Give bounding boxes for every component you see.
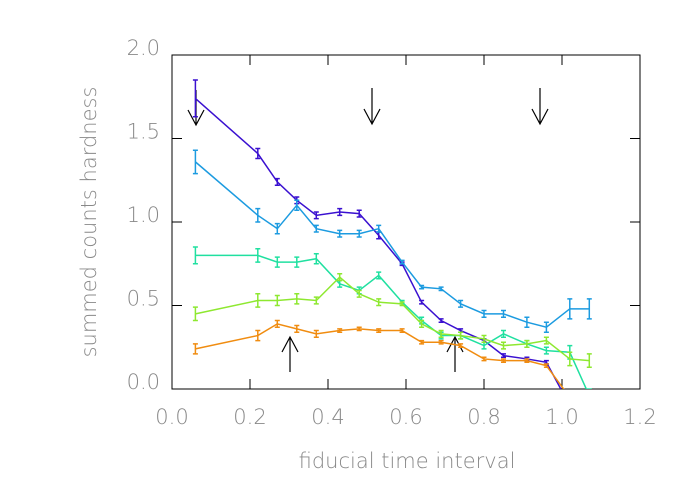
error-bar [586,298,592,320]
error-bar [501,309,506,318]
error-bar [567,298,573,320]
error-bar [419,339,425,345]
error-bar [192,246,198,265]
error-bar [255,329,261,342]
arrow-down [531,88,549,126]
x-tick-label: 0.8 [467,405,500,429]
error-bar [458,343,464,348]
error-bar [567,394,572,401]
error-bar [419,319,425,328]
error-bar [543,363,549,369]
error-bar [567,351,573,367]
error-bar [376,271,382,280]
error-bar [438,286,444,292]
error-bar [501,341,506,350]
error-bar [501,353,506,359]
error-bar [192,149,198,175]
error-bar [543,346,549,355]
series-line [194,97,562,389]
y-tick-label: 2.0 [127,36,160,60]
error-bar [586,353,592,369]
error-bar [524,316,530,328]
error-bar [192,79,198,118]
error-bar [337,328,343,333]
error-bar [501,329,506,338]
error-bar [313,252,319,265]
x-tick-label: 1.0 [545,405,578,429]
error-bar [376,298,382,307]
series-line [195,323,565,389]
error-bar [337,207,343,217]
error-bar [419,299,425,305]
error-bar [337,273,343,282]
error-bar [356,229,362,238]
y-tick-label: 0.0 [127,370,160,394]
error-bar [255,293,261,308]
error-bar [313,296,319,305]
series-line [195,254,588,389]
y-tick-label: 1.5 [127,120,160,144]
error-bar [313,329,319,338]
error-bar [543,321,549,333]
y-tick-label: 1.0 [127,203,160,227]
error-bar [399,259,405,265]
arrow-up [281,335,299,372]
error-bar [313,211,319,220]
y-tick-label: 0.5 [127,287,160,311]
arrow-down [363,88,381,126]
error-bar [438,318,444,323]
error-bar [255,147,261,160]
series-line [194,161,590,329]
error-bar [438,329,444,338]
error-bar [376,328,382,333]
error-bar [524,358,530,364]
x-tick-label: 0.6 [389,405,422,429]
error-bar [458,331,464,340]
error-bar [356,289,362,298]
error-bar [481,334,487,343]
error-bar [294,256,300,268]
error-bar [501,358,506,364]
error-bar [438,339,444,345]
error-bar [337,229,343,238]
plot-area [192,79,592,401]
error-bar [376,224,382,233]
error-bar [399,301,405,307]
error-bar [481,309,487,318]
x-tick-label: 0.4 [311,405,344,429]
error-bar [294,293,300,305]
error-bar [543,336,549,345]
error-bar [192,343,198,355]
series-line [195,276,590,362]
error-bar [458,299,464,308]
error-bar [399,328,405,333]
arrow-up [446,335,464,372]
error-bar [356,326,362,332]
error-bar [481,356,487,362]
error-bar [294,199,300,212]
x-axis-label: fiducial time interval [299,449,516,473]
error-bar [294,324,300,333]
error-bar [586,388,592,389]
error-bar [356,209,362,218]
error-bar [255,247,261,263]
error-bar [255,207,261,223]
error-bar [274,319,280,328]
error-bar [419,284,425,290]
x-tick-label: 0.2 [233,405,266,429]
error-bar [274,222,280,235]
error-bar [274,177,280,187]
error-bar [313,224,319,233]
x-tick-label: 1.2 [623,405,656,429]
error-bar [524,339,530,348]
x-tick-label: 0.0 [155,405,188,429]
error-bar [192,306,198,322]
error-bar [274,256,280,268]
error-bar [274,294,280,307]
y-axis-label: summed counts hardness [77,87,101,358]
